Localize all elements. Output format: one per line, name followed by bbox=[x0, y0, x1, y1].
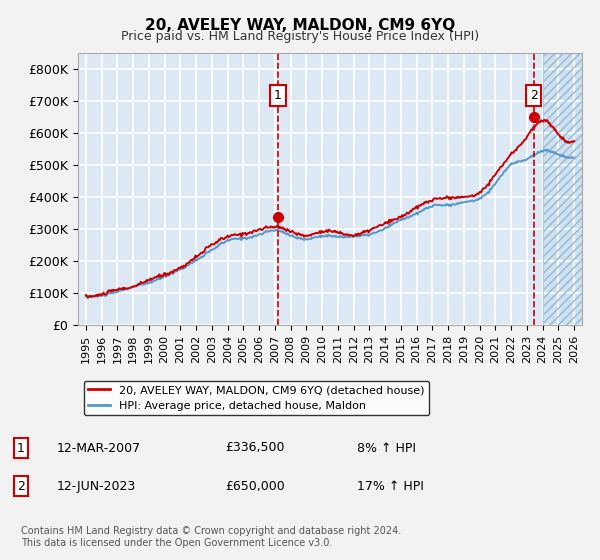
Text: 1: 1 bbox=[17, 441, 25, 455]
Bar bbox=[542, 53, 582, 325]
Text: 12-MAR-2007: 12-MAR-2007 bbox=[57, 441, 141, 455]
Text: Price paid vs. HM Land Registry's House Price Index (HPI): Price paid vs. HM Land Registry's House … bbox=[121, 30, 479, 43]
Bar bbox=[542, 53, 582, 325]
Text: 8% ↑ HPI: 8% ↑ HPI bbox=[357, 441, 416, 455]
Text: Contains HM Land Registry data © Crown copyright and database right 2024.
This d: Contains HM Land Registry data © Crown c… bbox=[21, 526, 401, 548]
Text: 12-JUN-2023: 12-JUN-2023 bbox=[57, 479, 136, 493]
Text: 1: 1 bbox=[274, 89, 282, 102]
Legend: 20, AVELEY WAY, MALDON, CM9 6YQ (detached house), HPI: Average price, detached h: 20, AVELEY WAY, MALDON, CM9 6YQ (detache… bbox=[83, 381, 429, 415]
Text: £336,500: £336,500 bbox=[225, 441, 284, 455]
Text: 2: 2 bbox=[17, 479, 25, 493]
Text: £650,000: £650,000 bbox=[225, 479, 285, 493]
Text: 17% ↑ HPI: 17% ↑ HPI bbox=[357, 479, 424, 493]
Text: 20, AVELEY WAY, MALDON, CM9 6YQ: 20, AVELEY WAY, MALDON, CM9 6YQ bbox=[145, 18, 455, 33]
Text: 2: 2 bbox=[530, 89, 538, 102]
